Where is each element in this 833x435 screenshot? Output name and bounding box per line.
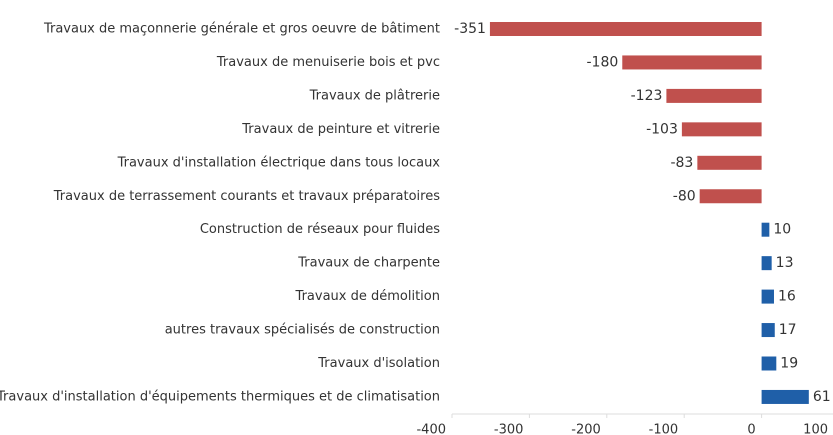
x-tick-label: -400	[416, 423, 446, 435]
x-tick-label: 100	[803, 423, 828, 435]
bar	[681, 122, 762, 137]
x-tick-label: -200	[571, 423, 601, 435]
bar	[761, 323, 775, 338]
x-tick-label: -300	[494, 423, 524, 435]
value-label: 10	[773, 222, 791, 238]
category-label: Travaux de peinture et vitrerie	[241, 122, 440, 137]
category-label: Travaux de charpente	[297, 256, 440, 271]
bar	[761, 222, 770, 237]
bar	[622, 55, 762, 70]
value-label: -351	[454, 21, 486, 37]
category-label: Travaux de terrassement courants et trav…	[53, 189, 440, 204]
value-label: -80	[673, 188, 696, 204]
category-label: Travaux de menuiserie bois et pvc	[216, 55, 440, 70]
bar	[761, 256, 772, 271]
bar	[489, 22, 762, 36]
value-label: -83	[670, 155, 693, 171]
x-tick-label: -100	[649, 423, 679, 435]
category-label: autres travaux spécialisés de constructi…	[165, 323, 440, 338]
value-label: 17	[779, 322, 797, 338]
value-label: 16	[778, 289, 796, 305]
category-label: Construction de réseaux pour fluides	[200, 222, 440, 237]
category-label: Travaux d'installation d'équipements the…	[0, 389, 440, 404]
value-label: 13	[776, 255, 794, 271]
bar	[761, 389, 809, 404]
value-label: 61	[813, 389, 831, 405]
category-label: Travaux de démolition	[295, 289, 440, 304]
category-label: Travaux d'isolation	[317, 356, 440, 371]
value-label: -103	[646, 121, 678, 137]
bar	[761, 356, 777, 371]
bar	[761, 289, 774, 304]
category-label: Travaux d'installation électrique dans t…	[117, 155, 441, 170]
value-label: 19	[780, 356, 798, 372]
x-tick-label: 0	[747, 423, 755, 435]
value-label: -123	[631, 88, 663, 104]
bar	[699, 189, 762, 204]
value-label: -180	[586, 54, 618, 70]
category-label: Travaux de maçonnerie générale et gros o…	[43, 22, 440, 37]
bar	[666, 88, 762, 103]
bar	[697, 155, 762, 170]
category-label: Travaux de plâtrerie	[309, 88, 440, 103]
